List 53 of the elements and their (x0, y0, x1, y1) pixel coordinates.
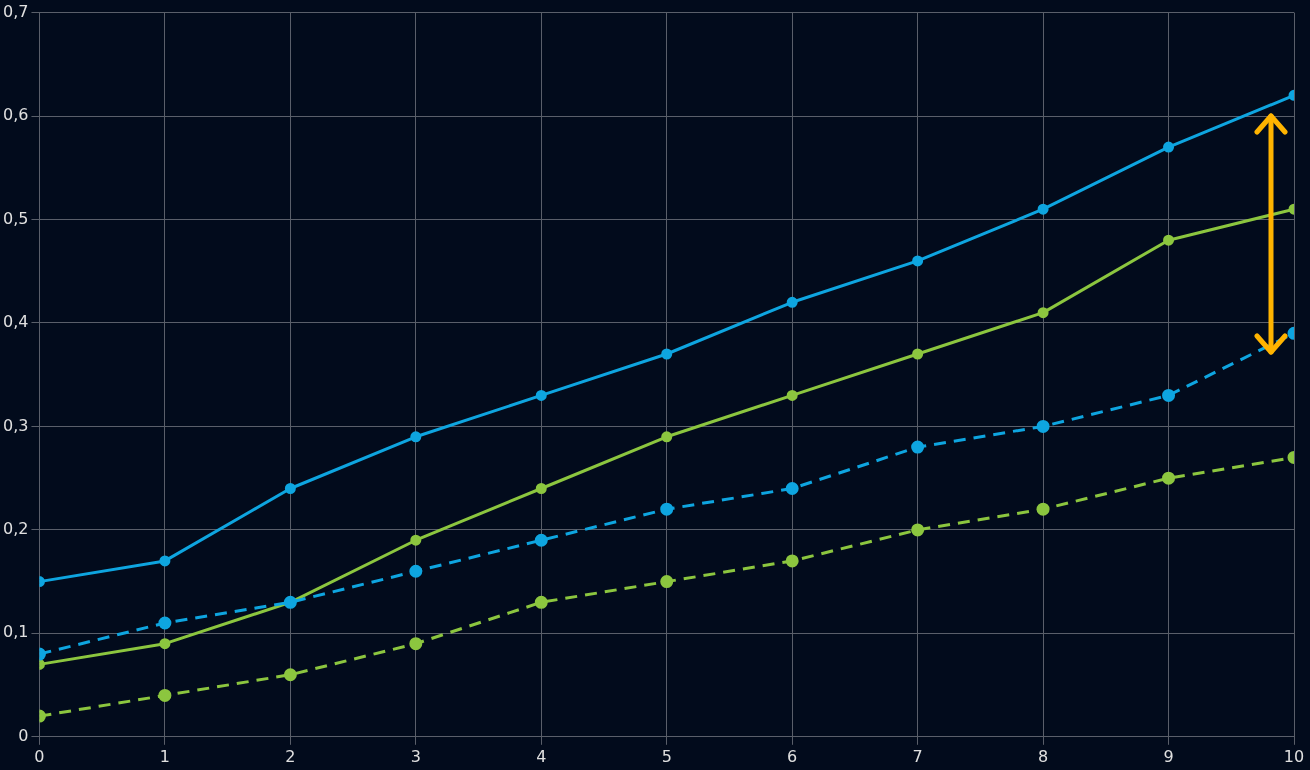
point (785, 482, 799, 495)
x-tick-label: 9 (1163, 746, 1174, 766)
y-tick-label: 0,1 (2, 622, 29, 642)
y-tick-label: 0,3 (2, 415, 29, 435)
point (410, 431, 422, 443)
point (409, 637, 423, 651)
point (1162, 388, 1176, 402)
y-tick-label: 0,6 (2, 105, 29, 125)
point (1036, 502, 1050, 516)
point (912, 348, 924, 360)
y-tick-label: 0,7 (2, 1, 29, 21)
point (159, 555, 171, 567)
point (158, 616, 172, 630)
point (661, 348, 673, 360)
point (661, 431, 673, 443)
point (159, 638, 171, 650)
y-tick-label: 0,2 (2, 519, 29, 539)
x-tick-label: 10 (1283, 746, 1305, 766)
x-tick-label: 5 (661, 746, 672, 766)
point (409, 564, 423, 578)
y-tick-label: 0,4 (2, 312, 29, 332)
x-tick-label: 8 (1038, 746, 1049, 766)
point (534, 533, 548, 547)
point (785, 554, 799, 568)
x-tick-label: 7 (912, 746, 923, 766)
point (1036, 419, 1050, 433)
x-tick-label: 6 (787, 746, 798, 766)
point (1163, 234, 1175, 246)
point (912, 255, 924, 267)
point (535, 483, 547, 494)
point (158, 688, 172, 702)
point (284, 483, 296, 494)
point (660, 502, 674, 516)
y-tick-label: 0,5 (2, 208, 29, 228)
point (1037, 307, 1049, 319)
point (1162, 471, 1176, 485)
x-tick-label: 1 (159, 746, 170, 766)
point (786, 389, 798, 401)
x-tick-label: 0 (34, 746, 45, 766)
point (283, 668, 297, 682)
point (534, 595, 548, 609)
x-tick-label: 2 (285, 746, 296, 766)
point (410, 534, 422, 546)
y-tick-label: 0 (18, 725, 29, 745)
point (1037, 203, 1049, 215)
x-tick-label: 4 (536, 746, 547, 766)
point (1163, 141, 1175, 153)
x-tick-label: 3 (410, 746, 421, 766)
point (786, 296, 798, 308)
point (911, 440, 925, 454)
point (535, 389, 547, 401)
point (660, 575, 674, 589)
point (911, 523, 925, 537)
